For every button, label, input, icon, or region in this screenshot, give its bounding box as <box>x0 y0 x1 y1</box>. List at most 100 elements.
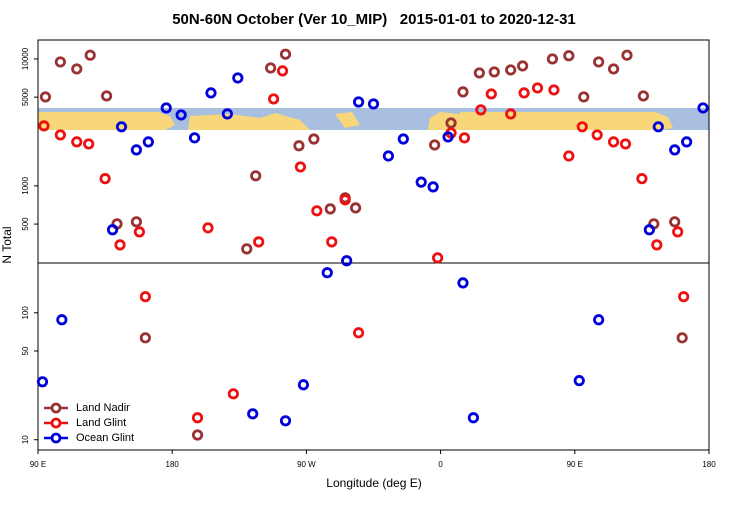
point <box>643 224 655 236</box>
y-tick-label: 50 <box>21 346 30 355</box>
point <box>39 91 52 103</box>
point <box>241 243 253 255</box>
point <box>115 121 128 133</box>
point <box>250 170 262 182</box>
point <box>488 66 500 78</box>
map-band <box>38 108 709 130</box>
point <box>458 132 471 144</box>
point <box>308 133 320 145</box>
point <box>546 53 559 65</box>
point <box>397 133 409 145</box>
point <box>321 267 333 279</box>
point <box>573 375 585 387</box>
point <box>276 65 289 77</box>
point <box>505 64 517 76</box>
point <box>669 216 681 228</box>
point <box>672 226 684 238</box>
point <box>636 173 648 185</box>
point <box>139 332 151 344</box>
point <box>593 314 605 326</box>
point <box>114 239 126 251</box>
plot-frame <box>37 39 710 451</box>
point <box>221 108 233 120</box>
point <box>71 136 83 148</box>
x-tick-label: 90 E <box>30 460 46 469</box>
point <box>651 239 663 251</box>
x-tick-label: 180 <box>166 460 180 469</box>
point <box>457 277 469 289</box>
point <box>36 376 49 388</box>
point <box>160 102 172 114</box>
x-tick-label: 90 E <box>567 460 583 469</box>
point <box>382 150 395 162</box>
point <box>294 161 307 173</box>
legend-marker <box>50 402 62 414</box>
point <box>106 224 119 236</box>
point <box>676 332 688 344</box>
point <box>100 90 113 102</box>
point <box>142 136 154 148</box>
point <box>367 98 380 110</box>
point <box>427 181 439 193</box>
legend-label: Land Nadir <box>76 402 130 414</box>
point <box>548 84 560 96</box>
point <box>578 91 590 103</box>
point <box>175 109 187 121</box>
legend-marker <box>50 432 62 444</box>
legend-label: Ocean Glint <box>76 432 134 444</box>
point <box>84 49 96 61</box>
point <box>457 86 469 98</box>
y-tick-label: 5000 <box>21 88 30 106</box>
point <box>429 139 441 151</box>
y-axis-label: N Total <box>0 226 14 263</box>
point <box>253 236 265 248</box>
point <box>563 150 575 162</box>
point <box>130 216 143 228</box>
point <box>191 412 204 424</box>
point <box>652 121 664 133</box>
y-tick-label: 10 <box>21 435 30 444</box>
point <box>139 291 151 303</box>
point <box>311 205 323 217</box>
point <box>517 60 529 72</box>
point <box>54 129 66 141</box>
point <box>352 327 365 339</box>
point <box>619 138 632 150</box>
point <box>83 138 95 150</box>
point <box>341 255 353 267</box>
point <box>576 121 588 133</box>
point <box>637 90 649 102</box>
point <box>678 291 690 303</box>
point <box>505 108 517 120</box>
point <box>191 429 204 441</box>
chart-title: 50N-60N October (Ver 10_MIP) 2015-01-01 … <box>172 11 576 28</box>
x-tick-label: 180 <box>702 460 716 469</box>
point <box>232 72 244 84</box>
point <box>593 56 605 68</box>
point <box>352 96 365 108</box>
point <box>475 104 487 116</box>
point <box>56 314 68 326</box>
point <box>188 132 201 144</box>
y-tick-label: 500 <box>21 217 30 231</box>
y-tick-label: 100 <box>21 306 30 320</box>
point <box>71 63 83 75</box>
legend-marker <box>50 417 62 429</box>
point <box>297 379 310 391</box>
point <box>99 173 111 185</box>
point <box>591 129 603 141</box>
point <box>669 144 681 156</box>
point <box>324 203 336 215</box>
point <box>267 93 280 105</box>
point <box>326 236 338 248</box>
point <box>279 48 292 60</box>
point <box>445 117 457 129</box>
point <box>697 102 709 114</box>
point <box>607 136 620 148</box>
point <box>202 222 214 234</box>
point <box>133 226 145 238</box>
point <box>227 388 239 400</box>
point <box>467 412 480 424</box>
point <box>485 88 497 100</box>
point <box>293 140 305 152</box>
